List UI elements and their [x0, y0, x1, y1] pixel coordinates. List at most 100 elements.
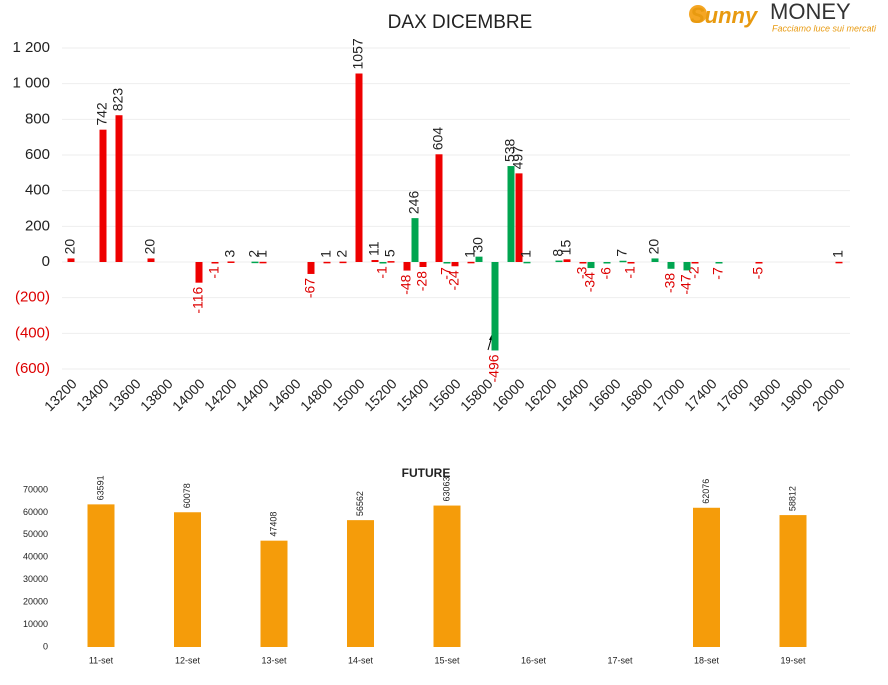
bar	[307, 262, 315, 274]
logo-sun	[689, 5, 707, 23]
data-label: 1	[518, 250, 534, 258]
data-label: -24	[446, 270, 462, 290]
data-label: 2	[246, 250, 262, 258]
x-tick-label: 14200	[201, 375, 240, 414]
data-label: -6	[598, 267, 614, 280]
data-label: 7	[614, 249, 630, 257]
bar	[587, 262, 595, 269]
bar	[755, 262, 763, 264]
data-label: 497	[510, 146, 526, 170]
bar	[433, 505, 461, 647]
x-tick-label: 17400	[681, 375, 720, 414]
y-tick-label: (400)	[15, 324, 50, 341]
x-tick-label: 18000	[745, 375, 784, 414]
y-tick-label: 1 200	[12, 39, 50, 56]
data-label: -1	[374, 266, 390, 279]
data-label: 538	[502, 138, 518, 162]
y-tick-label: 600	[25, 146, 50, 163]
y-tick-label: (600)	[15, 360, 50, 377]
y-tick-label: 60000	[23, 507, 48, 517]
bar	[603, 262, 611, 264]
x-tick-label: 16-set	[521, 655, 547, 665]
x-tick-label: 14-set	[348, 655, 374, 665]
data-label: 8	[550, 249, 566, 257]
bar	[87, 504, 115, 647]
bar	[67, 258, 75, 262]
bar	[523, 261, 531, 264]
y-tick-label: 0	[42, 253, 50, 270]
y-tick-label: 400	[25, 182, 50, 199]
bar	[579, 262, 587, 264]
x-tick-label: 17600	[713, 375, 752, 414]
bar	[779, 515, 807, 647]
data-label: 20	[62, 239, 78, 255]
bar	[515, 173, 523, 262]
bar	[451, 262, 459, 267]
x-tick-label: 13600	[105, 375, 144, 414]
x-tick-label: 13200	[41, 375, 80, 414]
x-tick-label: 17-set	[607, 655, 633, 665]
x-tick-label: 16200	[521, 375, 560, 414]
data-label: 1	[318, 250, 334, 258]
bar	[211, 262, 219, 264]
bar	[683, 262, 691, 271]
x-tick-label: 20000	[809, 375, 848, 414]
data-label: -7	[438, 267, 454, 280]
bar	[339, 261, 347, 264]
chart-title: FUTURE	[402, 466, 451, 480]
x-tick-label: 15400	[393, 375, 432, 414]
data-label: 1057	[350, 38, 366, 69]
data-label: -28	[414, 271, 430, 291]
x-tick-label: 15600	[425, 375, 464, 414]
data-label: 62076	[701, 479, 711, 504]
logo-name: Sunny	[690, 3, 759, 28]
y-tick-label: 10000	[23, 619, 48, 629]
data-label: -7	[710, 267, 726, 280]
x-tick-label: 19-set	[780, 655, 806, 665]
bar	[323, 261, 331, 264]
data-label: 60078	[182, 483, 192, 508]
bar	[691, 262, 699, 264]
data-label: -496	[486, 354, 502, 382]
data-label: 1	[254, 250, 270, 258]
data-label: 5	[382, 249, 398, 257]
y-tick-label: 30000	[23, 574, 48, 584]
data-label: 20	[142, 239, 158, 255]
y-tick-label: 70000	[23, 484, 48, 494]
x-tick-label: 12-set	[175, 655, 201, 665]
data-label: 20	[646, 239, 662, 255]
bar	[619, 260, 627, 263]
bar	[491, 262, 499, 351]
bar	[387, 261, 395, 263]
bar	[419, 262, 427, 267]
data-label: 56562	[355, 491, 365, 516]
bar	[651, 258, 659, 262]
y-tick-label: 40000	[23, 552, 48, 562]
data-label: 3	[222, 249, 238, 257]
y-tick-label: 20000	[23, 597, 48, 607]
bar	[260, 540, 288, 647]
data-label: 30	[470, 237, 486, 253]
bar	[115, 115, 123, 263]
x-tick-label: 16800	[617, 375, 656, 414]
data-label: -38	[662, 273, 678, 293]
bar	[355, 73, 363, 262]
bar	[403, 262, 411, 271]
bar	[379, 262, 387, 264]
x-tick-label: 16600	[585, 375, 624, 414]
x-tick-label: 13-set	[261, 655, 287, 665]
x-tick-label: 17000	[649, 375, 688, 414]
bar	[693, 507, 720, 647]
bar	[627, 262, 635, 264]
x-tick-label: 14400	[233, 375, 272, 414]
bar	[563, 259, 571, 262]
y-tick-label: 0	[43, 641, 48, 651]
bar	[147, 258, 155, 262]
y-tick-label: 50000	[23, 529, 48, 539]
data-label: 15	[558, 240, 574, 256]
bar	[715, 262, 723, 264]
data-label: -34	[582, 272, 598, 292]
data-label: 742	[94, 102, 110, 126]
data-label: -116	[190, 286, 206, 313]
